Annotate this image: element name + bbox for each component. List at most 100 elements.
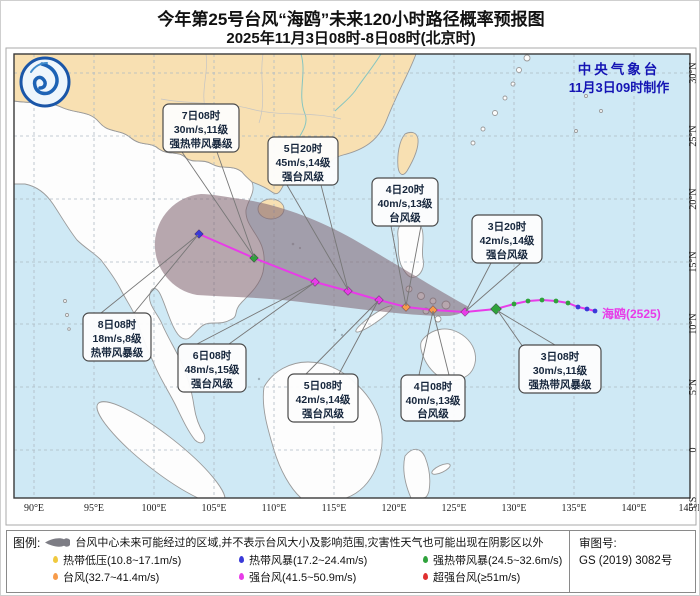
- svg-text:120°E: 120°E: [381, 503, 406, 514]
- callout-8d08h: 8日08时 18m/s,8级 热带风暴级: [82, 312, 152, 362]
- legend-item-sty: 强台风(41.5~50.9m/s): [239, 569, 423, 585]
- storm-name-label: 海鸥(2525): [602, 306, 661, 321]
- legend-item-ty: 台风(32.7~41.4m/s): [53, 569, 239, 585]
- svg-text:90°E: 90°E: [24, 503, 44, 514]
- svg-text:热带风暴级: 热带风暴级: [91, 346, 144, 359]
- svg-text:105°E: 105°E: [201, 503, 226, 514]
- svg-text:台风级: 台风级: [389, 211, 421, 224]
- td-dot-icon: [53, 556, 58, 563]
- super-ty-dot-icon: [423, 573, 428, 580]
- svg-text:100°E: 100°E: [141, 503, 166, 514]
- page-subtitle-daterange: 2025年11月3日08时-8日08时(北京时): [226, 30, 476, 47]
- svg-text:125°E: 125°E: [441, 503, 466, 514]
- probability-cone: [154, 194, 469, 316]
- callout-4d20h: 4日20时 40m/s,13级 台风级: [371, 177, 439, 227]
- svg-text:40m/s,13级: 40m/s,13级: [378, 197, 433, 210]
- river-lines: [294, 54, 382, 145]
- svg-text:强台风级: 强台风级: [282, 170, 324, 183]
- callout-5d20h: 5日20时 45m/s,14级 强台风级: [267, 136, 339, 186]
- svg-text:8日08时: 8日08时: [98, 318, 137, 331]
- svg-text:20°N: 20°N: [688, 188, 699, 209]
- license-label: 审图号:: [579, 538, 617, 550]
- agency-issue-time: 11月3日09时制作: [569, 80, 669, 95]
- track-point: [575, 304, 581, 310]
- legend-item-td: 热带低压(10.8~17.1m/s): [53, 552, 239, 568]
- svg-text:25°N: 25°N: [688, 125, 699, 146]
- svg-text:5°S: 5°S: [688, 497, 699, 512]
- legend-title: 图例:: [13, 535, 41, 550]
- track-point: [249, 253, 259, 263]
- sty-dot-icon: [239, 573, 244, 580]
- sts-dot-icon: [423, 556, 428, 563]
- callout-5d08h: 5日08时 42m/s,14级 强台风级: [287, 373, 359, 423]
- svg-text:台风级: 台风级: [417, 407, 449, 420]
- latitude-ticks: 30°N 25°N 20°N 15°N 10°N 5°N 0 5°S: [688, 62, 699, 511]
- track-point: [584, 306, 590, 312]
- callout-leaders: [100, 151, 556, 376]
- svg-text:130°E: 130°E: [501, 503, 526, 514]
- svg-text:强热带风暴级: 强热带风暴级: [170, 137, 233, 150]
- svg-text:5日08时: 5日08时: [304, 379, 343, 392]
- svg-text:强热带风暴级: 强热带风暴级: [529, 378, 592, 391]
- callout-3d08h: 3日08时 30m/s,11级 强热带风暴级: [518, 344, 602, 394]
- map-frame: [13, 53, 691, 499]
- svg-text:135°E: 135°E: [561, 503, 586, 514]
- cma-logo-icon: [19, 56, 71, 108]
- svg-text:6日08时: 6日08时: [193, 349, 232, 362]
- island-sulawesi: [403, 448, 431, 498]
- track-point: [401, 302, 411, 312]
- forecast-callouts: 7日08时 30m/s,11级 强热带风暴级 5日20时 45m/s,14级 强…: [82, 103, 602, 423]
- track-point: [592, 308, 598, 314]
- svg-text:42m/s,14级: 42m/s,14级: [296, 393, 351, 406]
- track-point: [343, 286, 353, 296]
- track-point: [428, 305, 438, 315]
- island-taiwan: [397, 131, 419, 175]
- svg-text:45m/s,14级: 45m/s,14级: [276, 156, 331, 169]
- track-point: [511, 301, 517, 307]
- svg-text:42m/s,14级: 42m/s,14级: [480, 234, 535, 247]
- svg-text:4日08时: 4日08时: [414, 380, 453, 393]
- svg-text:强台风级: 强台风级: [486, 248, 528, 261]
- agency-name: 中央气象台: [578, 61, 661, 77]
- svg-text:7日08时: 7日08时: [182, 109, 221, 122]
- svg-text:48m/s,15级: 48m/s,15级: [185, 363, 240, 376]
- legend-item-ts: 热带风暴(17.2~24.4m/s): [239, 552, 423, 568]
- svg-text:3日08时: 3日08时: [541, 350, 580, 363]
- svg-text:40m/s,13级: 40m/s,13级: [406, 394, 461, 407]
- svg-text:140°E: 140°E: [621, 503, 646, 514]
- svg-text:95°E: 95°E: [84, 503, 104, 514]
- ts-dot-icon: [239, 556, 244, 563]
- svg-text:145°E: 145°E: [678, 503, 700, 514]
- svg-text:115°E: 115°E: [322, 503, 347, 514]
- svg-text:10°N: 10°N: [688, 313, 699, 334]
- track-point: [539, 297, 545, 303]
- callout-6d08h: 6日08时 48m/s,15级 强台风级: [177, 343, 247, 393]
- track-point: [553, 298, 559, 304]
- svg-text:18m/s,8级: 18m/s,8级: [92, 332, 142, 345]
- cone-legend-icon: [45, 537, 71, 547]
- svg-text:110°E: 110°E: [262, 503, 287, 514]
- track-point: [565, 300, 571, 306]
- track-point: [525, 298, 531, 304]
- svg-text:强台风级: 强台风级: [191, 377, 233, 390]
- legend-note: 台风中心未来可能经过的区域,并不表示台风大小及影响范围,灾害性天气也可能出现在阴…: [75, 537, 544, 549]
- legend-item-super-ty: 超强台风(≥51m/s): [423, 569, 520, 585]
- svg-text:15°N: 15°N: [688, 251, 699, 272]
- forecast-map: 海鸥(2525) 中央气象台 11月3日09时制作 7日08时: [5, 47, 700, 526]
- longitude-ticks: 90°E 95°E 100°E 105°E 110°E 115°E 120°E …: [24, 503, 700, 514]
- svg-text:5°N: 5°N: [688, 379, 699, 395]
- legend-panel: 图例: 台风中心未来可能经过的区域,并不表示台风大小及影响范围,灾害性天气也可能…: [6, 530, 696, 593]
- license-number: GS (2019) 3082号: [579, 555, 673, 567]
- svg-text:30m/s,11级: 30m/s,11级: [174, 123, 229, 136]
- map-license-box: 审图号: GS (2019) 3082号: [569, 531, 695, 592]
- svg-text:5日20时: 5日20时: [284, 142, 323, 155]
- callout-7d08h: 7日08时 30m/s,11级 强热带风暴级: [162, 103, 240, 153]
- page-title: 今年第25号台风“海鸥”未来120小时路径概率预报图: [157, 10, 545, 29]
- island-sumatra: [96, 401, 226, 498]
- svg-text:强台风级: 强台风级: [302, 407, 344, 420]
- callout-3d20h: 3日20时 42m/s,14级 强台风级: [471, 214, 543, 264]
- svg-text:3日20时: 3日20时: [488, 220, 527, 233]
- svg-text:30°N: 30°N: [688, 62, 699, 83]
- legend-left: 图例: 台风中心未来可能经过的区域,并不表示台风大小及影响范围,灾害性天气也可能…: [7, 531, 569, 592]
